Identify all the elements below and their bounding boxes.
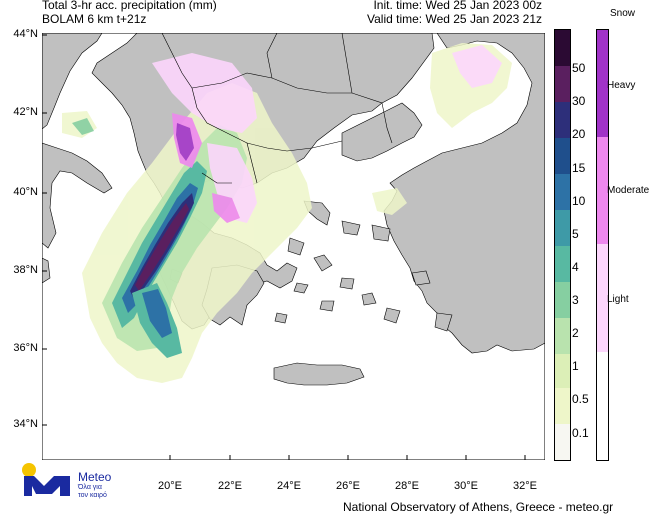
precip-swatch [555,66,570,102]
precip-label: 5 [572,227,579,241]
logo-tagline-1: Όλα για [78,484,102,491]
precip-swatch [555,210,570,246]
precip-label: 3 [572,293,579,307]
precip-swatch [555,102,570,138]
precip-swatch [555,174,570,210]
italy-heel [42,142,113,249]
valid-time: Valid time: Wed 25 Jan 2023 21z [367,12,542,26]
snow-swatch [597,244,608,352]
precip-label: 0.1 [572,426,589,440]
logo-name: Meteo [78,470,112,484]
init-time: Init. time: Wed 25 Jan 2023 00z [373,0,542,12]
lon-label: 30°E [454,480,478,492]
logo-tagline-2: τον καιρό [78,492,107,499]
lat-label: 44°N [13,28,38,40]
precip-swatch [555,424,570,460]
italy-landmass [42,33,103,130]
snow-label-light: Light [607,294,629,305]
precip-swatch [555,318,570,354]
lat-label: 38°N [13,264,38,276]
lon-label: 28°E [395,480,419,492]
snow-swatch [597,352,608,460]
chart-title: Total 3-hr acc. precipitation (mm) BOLAM… [42,0,217,26]
aegean-islands [274,200,453,332]
precip-label: 15 [572,161,586,175]
snow-label-heavy: Heavy [607,80,636,91]
lat-label: 42°N [13,106,38,118]
lon-label: 26°E [336,480,360,492]
precip-label: 0.5 [572,392,589,406]
precipitation-map [42,33,545,460]
precip-colorbar [554,29,571,461]
snow-swatch [597,137,608,244]
snow-colorbar [596,29,609,461]
credit-text: National Observatory of Athens, Greece -… [343,500,614,514]
snow-areas [152,45,502,223]
snow-legend-title: Snow [610,8,636,19]
lon-label: 22°E [218,480,242,492]
precip-label: 30 [572,94,586,108]
precip-swatch [555,354,570,388]
crete [273,362,365,386]
meteo-logo-icon [22,463,70,496]
snow-label-moderate: Moderate [607,185,650,196]
lat-label: 34°N [13,418,38,430]
lon-label: 32°E [513,480,537,492]
lat-label: 40°N [13,186,38,198]
title-line-2: BOLAM 6 km t+21z [42,12,147,26]
precip-swatch [555,282,570,318]
title-line-1: Total 3-hr acc. precipitation (mm) [42,0,217,12]
precip-swatch [555,246,570,282]
thrace [341,102,423,162]
time-info: Init. time: Wed 25 Jan 2023 00z Valid ti… [367,0,542,26]
map-ticks [42,34,526,460]
lon-label: 20°E [158,480,182,492]
precip-heavy-band [112,161,207,358]
lon-label: 24°E [277,480,301,492]
precip-swatch [555,138,570,174]
precip-label: 10 [572,194,586,208]
country-borders [161,33,393,184]
precip-label: 4 [572,260,579,274]
precip-swatch [555,30,570,66]
precip-label: 2 [572,326,579,340]
logo-text: Meteo Όλα για τον καιρό [78,470,111,500]
precip-label: 1 [572,359,579,373]
precip-label: 20 [572,127,586,141]
precip-swatch [555,388,570,424]
precip-label: 50 [572,61,586,75]
lat-label: 36°N [13,342,38,354]
snow-swatch [597,30,608,137]
